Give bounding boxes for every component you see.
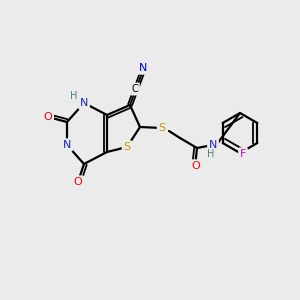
Text: O: O xyxy=(44,112,52,122)
Text: F: F xyxy=(240,149,246,159)
Text: C: C xyxy=(132,84,138,94)
Text: N: N xyxy=(63,140,71,150)
Text: N: N xyxy=(80,98,88,108)
Text: H: H xyxy=(70,91,78,101)
Text: S: S xyxy=(123,142,130,152)
Text: N: N xyxy=(139,63,147,73)
Text: N: N xyxy=(209,140,217,150)
Text: H: H xyxy=(207,149,215,159)
Text: O: O xyxy=(192,161,200,171)
Text: O: O xyxy=(74,177,82,187)
Text: S: S xyxy=(158,123,166,133)
